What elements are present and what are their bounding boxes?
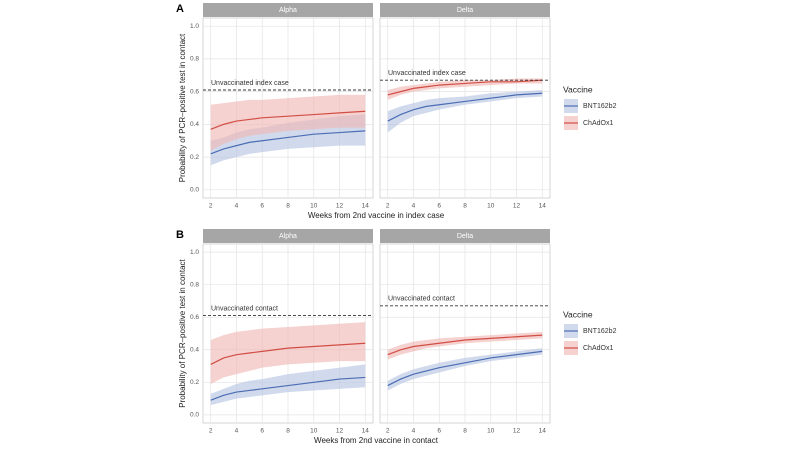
legend-label: ChAdOx1 <box>583 345 613 352</box>
x-tick-label: 4 <box>412 428 416 435</box>
x-tick-label: 8 <box>463 428 467 435</box>
y-tick-label: 1.0 <box>190 249 199 256</box>
legend-label: BNT162b2 <box>583 328 617 335</box>
x-tick-label: 6 <box>260 203 264 210</box>
legend-label: BNT162b2 <box>583 103 617 110</box>
x-tick-label: 2 <box>386 203 390 210</box>
x-axis-title: Weeks from 2nd vaccine in contact <box>314 436 439 445</box>
confidence-band <box>387 348 543 391</box>
x-tick-label: 10 <box>310 203 318 210</box>
reference-label: Unvaccinated contact <box>211 305 278 312</box>
y-tick-label: 1.0 <box>190 23 199 30</box>
facet-title: Alpha <box>279 7 297 14</box>
x-tick-label: 12 <box>336 203 344 210</box>
x-tick-label: 14 <box>362 428 370 435</box>
facet-strip <box>203 229 373 243</box>
legend-title: Vaccine <box>563 84 593 94</box>
confidence-band <box>210 94 366 151</box>
x-tick-label: 4 <box>235 428 239 435</box>
x-tick-label: 12 <box>513 428 521 435</box>
x-tick-label: 12 <box>513 203 521 210</box>
x-tick-label: 2 <box>209 428 213 435</box>
y-axis-title: Probability of PCR–positive test in cont… <box>178 258 187 407</box>
facet-strip <box>380 3 550 17</box>
y-tick-label: 0.6 <box>190 88 199 95</box>
x-tick-label: 10 <box>310 428 318 435</box>
series-line <box>210 110 366 130</box>
facet-title: Alpha <box>279 233 297 240</box>
y-tick-label: 0.8 <box>190 56 199 63</box>
x-tick-label: 8 <box>286 203 290 210</box>
y-tick-label: 0.2 <box>190 154 199 161</box>
reference-label: Unvaccinated index case <box>211 80 289 87</box>
x-tick-label: 6 <box>437 428 441 435</box>
series-line <box>387 334 543 356</box>
confidence-band <box>210 322 366 384</box>
y-tick-label: 0.4 <box>190 346 199 353</box>
x-tick-label: 14 <box>539 428 547 435</box>
y-tick-label: 0.8 <box>190 281 199 288</box>
facet-title: Delta <box>457 7 473 14</box>
confidence-band <box>210 364 366 406</box>
panel-label: A <box>176 3 184 15</box>
panel-label: B <box>176 229 184 241</box>
x-tick-label: 10 <box>487 428 495 435</box>
series-line <box>387 350 543 387</box>
series-line <box>387 79 543 96</box>
x-tick-label: 14 <box>362 203 370 210</box>
x-tick-label: 6 <box>260 428 264 435</box>
series-line <box>210 376 366 401</box>
x-tick-label: 8 <box>463 203 467 210</box>
series-line <box>210 130 366 155</box>
x-tick-label: 8 <box>286 428 290 435</box>
confidence-band <box>387 78 543 100</box>
y-tick-label: 0.6 <box>190 314 199 321</box>
y-axis-title: Probability of PCR–positive test in cont… <box>178 33 187 182</box>
y-tick-label: 0.0 <box>190 412 199 419</box>
x-tick-label: 12 <box>336 428 344 435</box>
legend-label: ChAdOx1 <box>583 120 613 127</box>
x-axis-title: Weeks from 2nd vaccine in index case <box>308 211 445 220</box>
facet-strip <box>203 3 373 17</box>
series-line <box>387 92 543 122</box>
x-tick-label: 2 <box>209 203 213 210</box>
x-tick-label: 4 <box>412 203 416 210</box>
y-tick-label: 0.0 <box>190 187 199 194</box>
confidence-band <box>387 331 543 360</box>
confidence-band <box>387 90 543 133</box>
x-tick-label: 14 <box>539 203 547 210</box>
x-tick-label: 6 <box>437 203 441 210</box>
x-tick-label: 2 <box>386 428 390 435</box>
legend-title: Vaccine <box>563 309 593 319</box>
facet-title: Delta <box>457 233 473 240</box>
x-tick-label: 4 <box>235 203 239 210</box>
y-tick-label: 0.4 <box>190 121 199 128</box>
reference-label: Unvaccinated contact <box>388 296 455 303</box>
y-tick-label: 0.2 <box>190 379 199 386</box>
series-line <box>210 342 366 365</box>
facet-strip <box>380 229 550 243</box>
x-tick-label: 10 <box>487 203 495 210</box>
reference-label: Unvaccinated index case <box>388 70 466 77</box>
